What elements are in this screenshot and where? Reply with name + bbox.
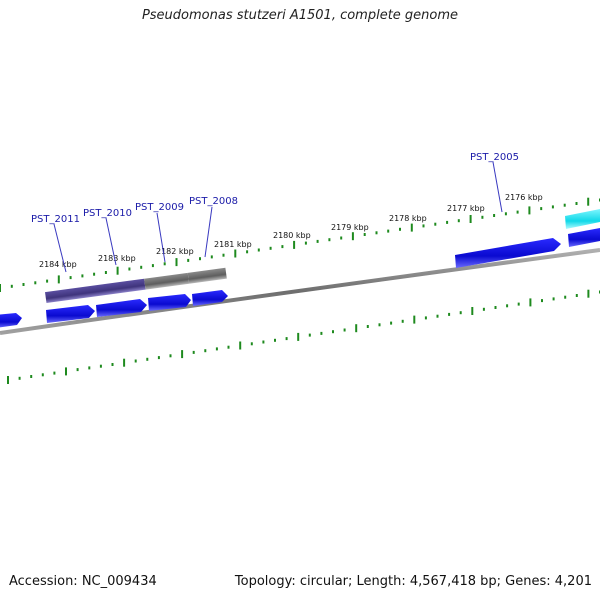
gene-label-leader [492,161,503,213]
upper-tick-track [0,197,600,292]
kbp-label: 2182 kbp [156,247,194,256]
map-title: Pseudomonas stutzeri A1501, complete gen… [141,8,459,23]
gene-arrow-highlight[interactable] [565,209,600,229]
gene-arrow-pst-2010[interactable] [96,299,147,317]
gene-arrow-right-edge[interactable] [568,228,600,247]
gene-label-pst-2009[interactable]: PST_2009 [135,202,184,213]
gene-label-leader [156,212,166,263]
gene-arrow-pst-2005[interactable] [455,238,561,268]
gene-label-leader [53,223,67,273]
gene-arrow-pst-2008[interactable] [192,290,228,306]
gene-label-pst-2011[interactable]: PST_2011 [31,214,80,225]
gene-arrow-pst-2011[interactable] [46,305,95,323]
gene-label-pst-2008[interactable]: PST_2008 [189,196,238,207]
accession-label: Accession: NC_009434 [9,574,157,589]
kbp-label: 2177 kbp [447,204,485,213]
gene-label-pst-2005[interactable]: PST_2005 [470,152,519,163]
lower-tick-track [7,289,600,384]
kbp-label: 2181 kbp [214,240,252,249]
gene-label-leader [204,206,213,258]
genome-backbone [0,248,600,335]
genome-summary: Topology: circular; Length: 4,567,418 bp… [234,574,592,589]
gene-arrow-pst-2009[interactable] [148,294,191,311]
cds-feature-gray[interactable] [187,267,227,284]
kbp-label: 2178 kbp [389,214,427,223]
kbp-label: 2179 kbp [331,223,369,232]
cds-feature-purple[interactable] [45,278,146,304]
kbp-label: 2180 kbp [273,231,311,240]
gene-label-leader [105,217,117,266]
cds-feature-gray[interactable] [144,272,190,290]
kbp-label: 2184 kbp [39,260,77,269]
kbp-label: 2176 kbp [505,193,543,202]
kbp-label: 2183 kbp [98,254,136,263]
gene-arrow-partial[interactable] [0,313,22,328]
gene-label-pst-2010[interactable]: PST_2010 [83,208,132,219]
